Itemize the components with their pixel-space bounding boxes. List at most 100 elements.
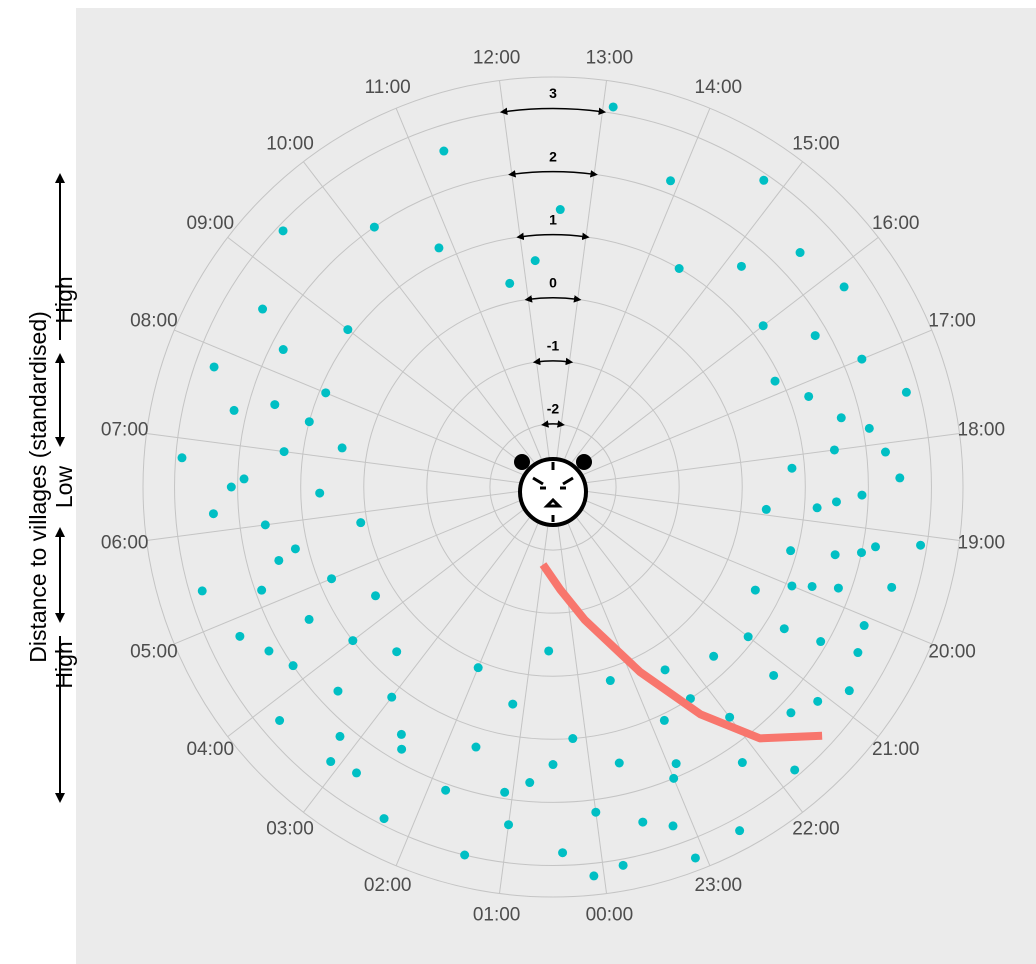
point xyxy=(209,509,218,518)
point xyxy=(348,636,357,645)
point xyxy=(881,448,890,457)
point xyxy=(619,861,628,870)
point xyxy=(738,758,747,767)
x-tick-label: 21:00 xyxy=(872,739,920,760)
point xyxy=(771,377,780,386)
point xyxy=(769,671,778,680)
point xyxy=(505,279,514,288)
point xyxy=(544,646,553,655)
point xyxy=(289,661,298,670)
x-tick-label: 20:00 xyxy=(928,641,976,662)
point xyxy=(177,453,186,462)
point xyxy=(387,693,396,702)
point xyxy=(258,305,267,314)
x-tick-label: 02:00 xyxy=(364,875,412,896)
point xyxy=(865,424,874,433)
point xyxy=(762,505,771,514)
point xyxy=(837,413,846,422)
point xyxy=(669,821,678,830)
x-tick-label: 17:00 xyxy=(928,311,976,332)
point xyxy=(808,582,817,591)
point xyxy=(790,765,799,774)
point xyxy=(380,814,389,823)
x-tick-label: 12:00 xyxy=(473,48,521,69)
point xyxy=(500,788,509,797)
point xyxy=(326,757,335,766)
point xyxy=(471,743,480,752)
point xyxy=(441,786,450,795)
point xyxy=(813,503,822,512)
point xyxy=(343,325,352,334)
x-tick-label: 16:00 xyxy=(872,213,920,234)
point xyxy=(275,716,284,725)
point xyxy=(333,687,342,696)
point xyxy=(834,584,843,593)
radial-tick-arrow xyxy=(545,424,561,425)
point xyxy=(279,345,288,354)
point xyxy=(787,581,796,590)
page: {"chart_data": {"type": "polar-scatter",… xyxy=(0,0,1036,964)
x-tick-label: 06:00 xyxy=(101,532,149,553)
point xyxy=(439,147,448,156)
point xyxy=(675,264,684,273)
x-tick-label: 15:00 xyxy=(792,133,840,154)
point xyxy=(609,102,618,111)
x-tick-label: 09:00 xyxy=(186,213,234,234)
point xyxy=(264,647,273,656)
x-tick-label: 00:00 xyxy=(586,904,634,925)
point xyxy=(895,473,904,482)
point xyxy=(813,697,822,706)
point xyxy=(591,808,600,817)
x-tick-label: 07:00 xyxy=(101,420,149,441)
x-tick-label: 22:00 xyxy=(792,819,840,840)
x-tick-label: 03:00 xyxy=(266,819,314,840)
point xyxy=(589,871,598,880)
point xyxy=(860,621,869,630)
point xyxy=(504,820,513,829)
point xyxy=(796,248,805,257)
x-tick-label: 18:00 xyxy=(958,420,1006,441)
point xyxy=(392,647,401,656)
point xyxy=(853,648,862,657)
point xyxy=(338,443,347,452)
point xyxy=(270,400,279,409)
point xyxy=(615,759,624,768)
point xyxy=(725,713,734,722)
point xyxy=(549,760,558,769)
point xyxy=(811,331,820,340)
point xyxy=(305,417,314,426)
point xyxy=(227,483,236,492)
point xyxy=(786,546,795,555)
point xyxy=(816,637,825,646)
point xyxy=(857,355,866,364)
point xyxy=(786,708,795,717)
point xyxy=(558,848,567,857)
x-tick-label: 23:00 xyxy=(695,875,743,896)
point xyxy=(831,550,840,559)
chart: 00:0001:0002:0003:0004:0005:0006:0007:00… xyxy=(0,0,1036,964)
y-annotation: High xyxy=(51,641,77,688)
point xyxy=(370,223,379,232)
point xyxy=(735,826,744,835)
y-annotation: Low xyxy=(51,466,77,509)
point xyxy=(397,730,406,739)
point xyxy=(198,586,207,595)
radial-tick-label: -1 xyxy=(547,338,560,354)
point xyxy=(666,176,675,185)
point xyxy=(335,732,344,741)
point xyxy=(759,321,768,330)
point xyxy=(240,474,249,483)
point xyxy=(840,282,849,291)
point xyxy=(751,586,760,595)
point xyxy=(638,818,647,827)
point xyxy=(556,205,565,214)
point xyxy=(887,583,896,592)
x-tick-label: 04:00 xyxy=(186,739,234,760)
x-tick-label: 01:00 xyxy=(473,904,521,925)
point xyxy=(230,406,239,415)
point xyxy=(261,520,270,529)
point xyxy=(902,388,911,397)
point xyxy=(759,176,768,185)
point xyxy=(857,491,866,500)
radial-tick-label: 3 xyxy=(549,85,557,101)
